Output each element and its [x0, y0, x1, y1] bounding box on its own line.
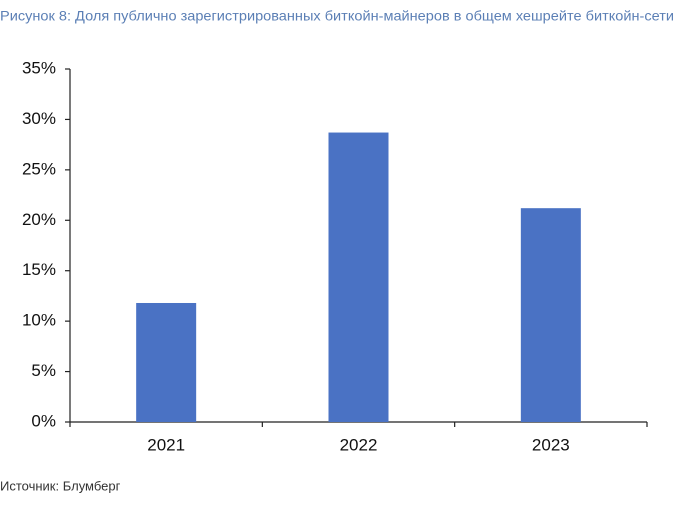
x-tick-label: 2023 — [532, 435, 570, 454]
y-tick-label: 0% — [31, 411, 56, 430]
x-tick-label: 2022 — [340, 435, 378, 454]
y-tick-label: 20% — [22, 210, 56, 229]
y-tick-label: 25% — [22, 159, 56, 178]
x-tick-label: 2021 — [147, 435, 185, 454]
source-note: Источник: Блумберг — [0, 478, 121, 493]
y-tick-label: 30% — [22, 109, 56, 128]
bar — [520, 208, 581, 422]
y-tick-label: 5% — [31, 361, 56, 380]
chart-title: Рисунок 8: Доля публично зарегистрирован… — [0, 8, 674, 24]
bar — [136, 302, 197, 422]
bar — [328, 132, 389, 423]
y-tick-label: 15% — [22, 260, 56, 279]
y-tick-label: 35% — [22, 58, 56, 77]
y-tick-label: 10% — [22, 311, 56, 330]
